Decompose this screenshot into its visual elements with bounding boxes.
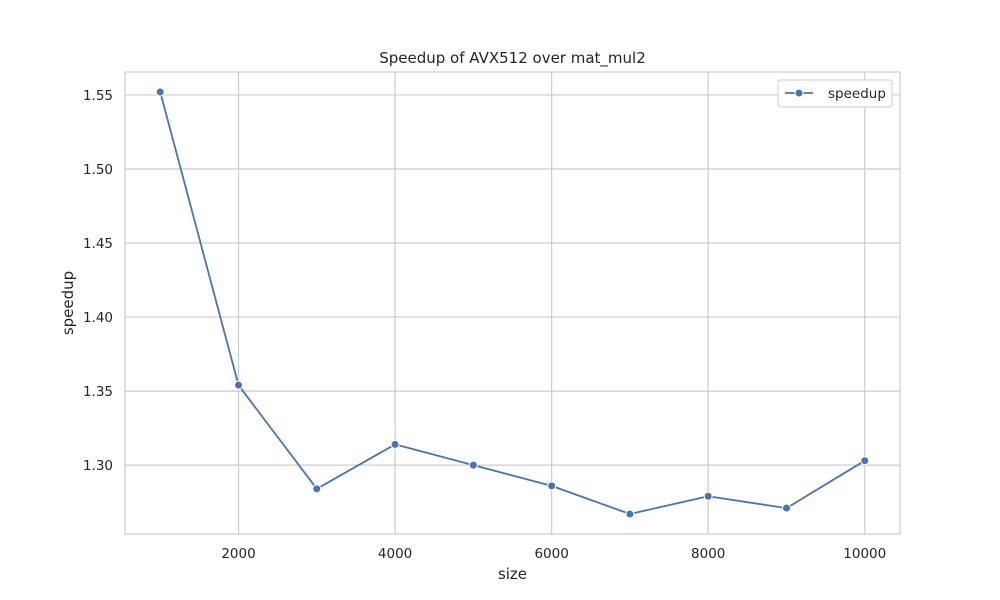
x-tick-label: 2000 xyxy=(221,546,255,562)
data-point xyxy=(860,456,870,466)
legend-label: speedup xyxy=(828,86,886,102)
data-point xyxy=(625,509,635,519)
data-point xyxy=(155,87,165,97)
data-point xyxy=(781,503,791,513)
data-point xyxy=(312,484,322,494)
x-axis-label: size xyxy=(498,565,527,583)
x-tick-label: 4000 xyxy=(378,546,412,562)
x-tick-label: 6000 xyxy=(534,546,568,562)
y-tick-label: 1.40 xyxy=(83,310,113,326)
legend-marker-swatch xyxy=(794,88,804,98)
legend-box xyxy=(777,79,893,108)
grid-lines xyxy=(125,72,900,534)
y-tick-label: 1.45 xyxy=(83,236,113,252)
plot-frame xyxy=(124,71,901,535)
data-point xyxy=(547,481,557,491)
chart-title: Speedup of AVX512 over mat_mul2 xyxy=(379,49,646,68)
x-tick-label: 8000 xyxy=(691,546,725,562)
data-point xyxy=(468,460,478,470)
legend: speedup xyxy=(777,79,893,108)
y-tick-labels: 1.30 1.35 1.40 1.45 1.50 1.55 xyxy=(83,88,113,474)
plot-area xyxy=(125,72,900,534)
series-layer xyxy=(155,87,870,519)
y-axis-label: speedup xyxy=(59,271,77,335)
x-tick-label: 10000 xyxy=(843,546,886,562)
y-tick-label: 1.55 xyxy=(83,88,113,104)
data-point xyxy=(234,380,244,390)
y-tick-label: 1.50 xyxy=(83,162,113,178)
data-point xyxy=(703,491,713,501)
data-point xyxy=(390,439,400,449)
series-line-speedup xyxy=(159,91,866,515)
y-tick-label: 1.30 xyxy=(83,458,113,474)
x-tick-labels: 2000 4000 6000 8000 10000 xyxy=(221,546,886,562)
y-tick-label: 1.35 xyxy=(83,384,113,400)
